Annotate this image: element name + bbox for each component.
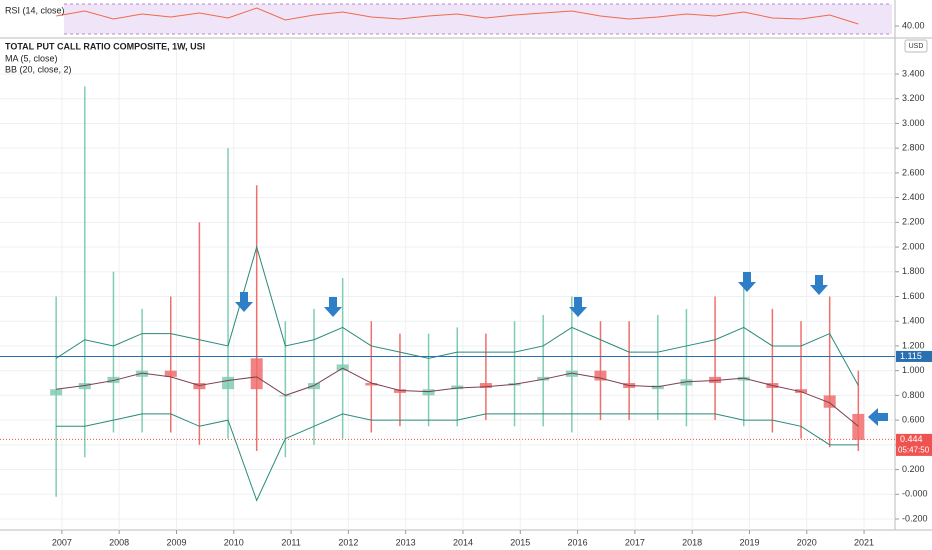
x-tick-label: 2014 bbox=[453, 537, 473, 547]
x-tick-label: 2007 bbox=[52, 537, 72, 547]
arrow bbox=[324, 297, 342, 317]
y-tick-label: 2.400 bbox=[902, 192, 925, 202]
x-tick-label: 2016 bbox=[568, 537, 588, 547]
x-tick-label: 2017 bbox=[625, 537, 645, 547]
arrow bbox=[868, 408, 888, 426]
candle-body bbox=[737, 376, 750, 381]
rsi-band bbox=[64, 4, 892, 34]
price-label-bg bbox=[896, 433, 932, 456]
countdown: 05:47:50 bbox=[898, 446, 930, 455]
x-tick-label: 2013 bbox=[396, 537, 416, 547]
y-tick-label: 0.200 bbox=[902, 464, 925, 474]
y-tick-label: 2.600 bbox=[902, 167, 925, 177]
candle-body bbox=[795, 389, 808, 393]
y-tick-label: 2.800 bbox=[902, 143, 925, 153]
y-tick-label: 0.600 bbox=[902, 414, 925, 424]
indicator-legend: MA (5, close) bbox=[5, 53, 58, 63]
arrows bbox=[235, 272, 888, 426]
candle-body bbox=[537, 376, 550, 381]
candle-body bbox=[307, 383, 320, 390]
indicator-line bbox=[56, 367, 859, 427]
y-tick-label: 0.800 bbox=[902, 390, 925, 400]
x-tick-label: 2015 bbox=[510, 537, 530, 547]
candle-body bbox=[479, 383, 492, 388]
x-tick-label: 2011 bbox=[281, 537, 300, 547]
rsi-line bbox=[56, 7, 859, 25]
candle-body bbox=[78, 383, 91, 390]
y-tick-label: 2.200 bbox=[902, 217, 925, 227]
price-label: 0.444 bbox=[900, 434, 923, 444]
arrow bbox=[738, 272, 756, 292]
rsi-legend-bg bbox=[3, 5, 53, 17]
candle-body bbox=[50, 389, 63, 396]
x-tick-label: 2010 bbox=[224, 537, 244, 547]
candle-body bbox=[336, 364, 349, 371]
chart-title: TOTAL PUT CALL RATIO COMPOSITE, 1W, USI bbox=[5, 41, 205, 51]
x-tick-label: 2021 bbox=[854, 537, 874, 547]
y-tick-label: 1.000 bbox=[902, 365, 925, 375]
y-tick-label: 3.400 bbox=[902, 68, 925, 78]
grid bbox=[0, 40, 895, 530]
x-tick-label: 2019 bbox=[739, 537, 759, 547]
x-tick-label: 2012 bbox=[338, 537, 358, 547]
y-tick-label: 3.200 bbox=[902, 93, 925, 103]
price-label-bg bbox=[896, 350, 932, 362]
overlay: -0.200-0.0000.2000.4000.6000.8001.0001.2… bbox=[0, 20, 932, 547]
candle-body bbox=[393, 389, 406, 393]
x-tick-label: 2020 bbox=[797, 537, 817, 547]
indicator-line bbox=[56, 413, 859, 502]
y-tick-label: 1.400 bbox=[902, 316, 925, 326]
y-tick-label: -0.000 bbox=[902, 489, 928, 499]
indicator-legend: BB (20, close, 2) bbox=[5, 64, 72, 74]
candle-body bbox=[594, 370, 607, 381]
candle-body bbox=[136, 370, 149, 377]
y-tick-label: 3.000 bbox=[902, 118, 925, 128]
candle-body bbox=[250, 358, 263, 390]
y-tick-label: -0.200 bbox=[902, 513, 928, 523]
rsi-tick-label: 40.00 bbox=[902, 20, 925, 30]
arrow bbox=[569, 297, 587, 317]
candle-body bbox=[565, 370, 578, 377]
y-tick-label: 1.200 bbox=[902, 340, 925, 350]
y-tick-label: 2.000 bbox=[902, 241, 925, 251]
candle-body bbox=[422, 389, 435, 396]
candle-body bbox=[451, 385, 464, 390]
arrow bbox=[235, 292, 253, 312]
candle-body bbox=[365, 383, 378, 386]
x-tick-label: 2009 bbox=[166, 537, 186, 547]
price-label: 1.115 bbox=[900, 351, 922, 361]
currency: USD bbox=[909, 43, 924, 50]
x-tick-label: 2018 bbox=[682, 537, 702, 547]
candle-body bbox=[222, 376, 235, 390]
y-tick-label: 1.800 bbox=[902, 266, 925, 276]
candle-body bbox=[709, 376, 722, 384]
candle-body bbox=[193, 383, 206, 390]
candle-body bbox=[107, 376, 120, 384]
y-tick-label: 1.600 bbox=[902, 291, 925, 301]
marks bbox=[50, 7, 865, 502]
candle-body bbox=[164, 370, 177, 377]
candle-body bbox=[651, 385, 664, 390]
candle-body bbox=[680, 379, 693, 386]
arrow bbox=[810, 275, 828, 295]
currency-box bbox=[904, 39, 928, 53]
x-tick-label: 2008 bbox=[109, 537, 129, 547]
indicator-line bbox=[55, 245, 859, 386]
candle-body bbox=[852, 413, 865, 440]
rsi-legend: RSI (14, close) bbox=[5, 5, 65, 15]
